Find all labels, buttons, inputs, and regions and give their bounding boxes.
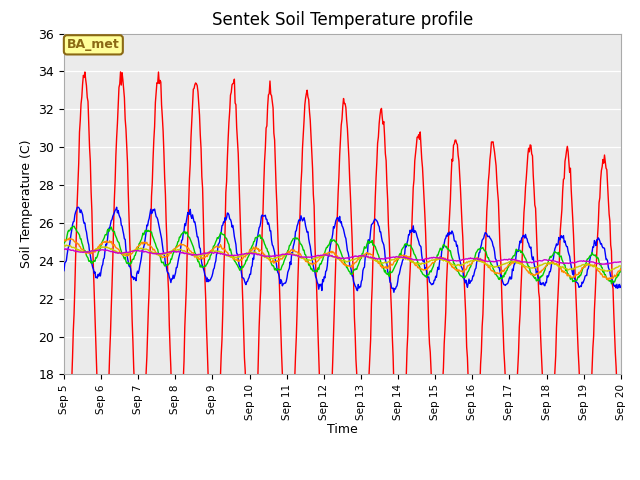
-20cm: [292, 228, 300, 234]
-50cm: [63, 242, 70, 248]
-20cm: [131, 275, 138, 280]
-40cm: [269, 257, 277, 263]
-10cm: [131, 383, 138, 389]
-50cm: [456, 262, 464, 268]
-10cm: [241, 355, 248, 360]
-20cm: [424, 274, 432, 280]
-20cm: [74, 204, 82, 210]
-10cm: [270, 130, 278, 136]
-50cm: [292, 252, 300, 258]
Line: -20cm: -20cm: [64, 207, 640, 292]
Title: Sentek Soil Temperature profile: Sentek Soil Temperature profile: [212, 11, 473, 29]
-20cm: [458, 264, 465, 269]
Line: -60cm: -60cm: [64, 249, 640, 265]
-20cm: [240, 276, 248, 281]
-20cm: [390, 289, 397, 295]
-30cm: [423, 272, 431, 278]
-40cm: [292, 249, 300, 254]
-60cm: [456, 257, 464, 263]
-60cm: [269, 253, 277, 259]
-10cm: [458, 204, 465, 210]
-30cm: [60, 240, 68, 246]
Text: BA_met: BA_met: [67, 38, 120, 51]
-60cm: [131, 248, 138, 253]
-40cm: [423, 266, 431, 272]
-40cm: [131, 248, 138, 254]
-30cm: [70, 223, 78, 229]
-30cm: [269, 263, 277, 268]
-50cm: [240, 252, 248, 257]
Line: -50cm: -50cm: [64, 245, 640, 273]
-20cm: [60, 268, 68, 274]
X-axis label: Time: Time: [327, 423, 358, 436]
-60cm: [634, 262, 640, 268]
-60cm: [292, 252, 300, 258]
-30cm: [240, 264, 248, 269]
Line: -40cm: -40cm: [64, 238, 640, 281]
-60cm: [240, 252, 248, 257]
Y-axis label: Soil Temperature (C): Soil Temperature (C): [20, 140, 33, 268]
-10cm: [424, 295, 432, 301]
-40cm: [240, 254, 248, 260]
Line: -30cm: -30cm: [64, 226, 640, 284]
-60cm: [63, 246, 71, 252]
-50cm: [423, 259, 431, 265]
Line: -10cm: -10cm: [64, 72, 640, 480]
-50cm: [131, 247, 138, 253]
-40cm: [65, 235, 73, 241]
-10cm: [292, 335, 300, 340]
-50cm: [60, 243, 68, 249]
Legend: -10cm, -20cm, -30cm, -40cm, -50cm, -60cm: -10cm, -20cm, -30cm, -40cm, -50cm, -60cm: [108, 476, 577, 480]
-60cm: [60, 246, 68, 252]
-10cm: [116, 69, 124, 75]
-60cm: [423, 256, 431, 262]
-30cm: [456, 273, 464, 279]
-30cm: [131, 253, 138, 259]
-50cm: [639, 270, 640, 276]
-10cm: [60, 455, 68, 460]
-30cm: [292, 235, 300, 240]
-20cm: [269, 243, 277, 249]
-40cm: [456, 268, 464, 274]
-40cm: [60, 238, 68, 244]
-50cm: [269, 256, 277, 262]
-10cm: [210, 478, 218, 480]
